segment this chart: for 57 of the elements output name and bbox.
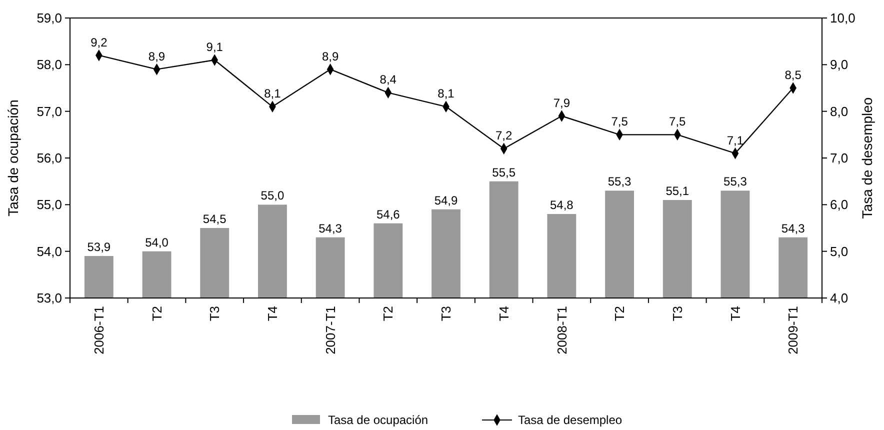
y2-axis-title: Tasa de desempleo bbox=[859, 97, 875, 219]
data-label: 8,1 bbox=[264, 86, 282, 101]
data-label: 54,8 bbox=[550, 198, 574, 212]
x-tick-label: T3 bbox=[207, 306, 222, 322]
x-tick-label: T3 bbox=[438, 306, 454, 322]
y-tick-label: 55,0 bbox=[36, 197, 62, 212]
x-tick-label: 2006-T1 bbox=[91, 306, 106, 354]
x-tick-label: T2 bbox=[612, 306, 628, 322]
x-tick-label: 2007-T1 bbox=[322, 306, 338, 354]
y2-tick-label: 8,0 bbox=[830, 104, 848, 119]
data-label: 8,9 bbox=[322, 49, 339, 64]
x-tick-label: T4 bbox=[265, 306, 280, 322]
y2-tick-label: 10,0 bbox=[830, 10, 856, 26]
data-label: 9,2 bbox=[90, 35, 108, 50]
data-label: 54,5 bbox=[202, 212, 227, 226]
legend-label: Tasa de ocupación bbox=[328, 413, 428, 428]
legend-label: Tasa de desempleo bbox=[518, 413, 622, 428]
data-label: 7,5 bbox=[669, 114, 686, 129]
data-label: 54,3 bbox=[318, 221, 342, 236]
y-axis-title: Tasa de ocupación bbox=[5, 100, 21, 216]
x-tick-label: T3 bbox=[670, 306, 685, 322]
data-label: 54,3 bbox=[781, 221, 806, 236]
y2-tick-label: 5,0 bbox=[830, 244, 848, 259]
data-label: 7,2 bbox=[496, 128, 513, 143]
data-label: 54,9 bbox=[434, 193, 458, 208]
y2-tick-label: 6,0 bbox=[830, 197, 848, 212]
y-tick-label: 54,0 bbox=[36, 244, 62, 259]
y-tick-label: 53,0 bbox=[36, 290, 62, 306]
y2-tick-label: 7,0 bbox=[830, 150, 848, 166]
y-tick-label: 57,0 bbox=[36, 104, 62, 119]
data-label: 7,5 bbox=[611, 114, 628, 129]
x-tick-label: T4 bbox=[728, 306, 743, 322]
data-label: 54,6 bbox=[376, 207, 400, 222]
data-label: 8,5 bbox=[784, 68, 802, 82]
data-label: 9,1 bbox=[206, 40, 224, 54]
y-tick-label: 56,0 bbox=[36, 150, 62, 166]
data-label: 53,9 bbox=[87, 240, 111, 254]
x-tick-label: T2 bbox=[149, 306, 164, 322]
data-label: 8,1 bbox=[438, 86, 455, 101]
data-label: 55,3 bbox=[608, 174, 632, 189]
data-label: 7,9 bbox=[553, 96, 570, 110]
x-tick-label: T4 bbox=[496, 306, 512, 322]
y-tick-label: 59,0 bbox=[36, 10, 62, 26]
y-tick-label: 58,0 bbox=[36, 57, 62, 72]
x-tick-label: T2 bbox=[380, 306, 396, 322]
x-tick-label: 2008-T1 bbox=[554, 306, 570, 354]
data-label: 8,9 bbox=[148, 49, 166, 64]
data-label: 54,0 bbox=[145, 235, 169, 250]
y2-tick-label: 4,0 bbox=[830, 290, 848, 306]
data-label: 55,3 bbox=[724, 174, 748, 189]
data-label: 55,5 bbox=[492, 165, 516, 180]
data-label: 55,1 bbox=[666, 184, 690, 198]
y2-tick-label: 9,0 bbox=[830, 57, 848, 72]
data-label: 7,1 bbox=[726, 133, 744, 148]
data-label: 8,4 bbox=[380, 72, 397, 87]
data-label: 55,0 bbox=[260, 188, 284, 203]
x-tick-label: 2009-T1 bbox=[786, 306, 801, 354]
